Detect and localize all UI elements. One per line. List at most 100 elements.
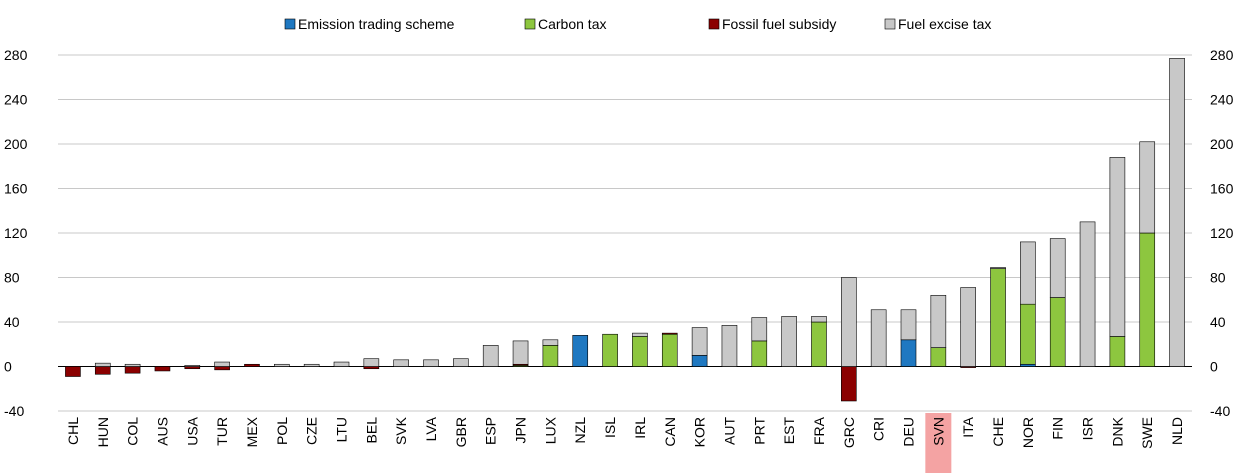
bar-tur-fuel-excise-tax	[214, 361, 230, 367]
legend: Emission trading scheme Carbon tax Fossil …	[284, 16, 991, 32]
legend-swatch-carbon-tax	[524, 18, 536, 30]
category-label-svk: SVK	[393, 416, 409, 445]
bar-prt-carbon-tax	[751, 340, 768, 367]
bar-lux-carbon-tax	[542, 345, 559, 367]
highlight-box-svn	[925, 413, 952, 473]
bar-fra-carbon-tax	[811, 321, 827, 367]
y-tick-label-left: 40	[4, 314, 20, 330]
category-label-nld: NLD	[1169, 417, 1185, 445]
y-tick-label-right: 200	[1210, 136, 1234, 152]
category-label-cze: CZE	[304, 417, 320, 445]
legend-label-carbon-tax: Carbon tax	[538, 16, 606, 32]
category-label-nzl: NZL	[572, 417, 588, 444]
bar-swe-carbon-tax	[1139, 232, 1156, 367]
bar-esp-fuel-excise-tax	[482, 345, 499, 367]
bar-cri-fuel-excise-tax	[870, 309, 887, 367]
category-highlight	[925, 413, 952, 473]
bar-est-fuel-excise-tax	[781, 316, 797, 367]
category-label-usa: USA	[184, 416, 200, 445]
category-label-ita: ITA	[960, 416, 976, 437]
bar-kor-fuel-excise-tax	[691, 327, 708, 356]
category-label-ltu: LTU	[334, 417, 350, 442]
bar-usa-fossil-fuel-subsidy	[184, 366, 201, 370]
category-label-mex: MEX	[244, 416, 260, 447]
y-tick-label-right: 80	[1210, 270, 1226, 286]
y-tick-label-right: 240	[1210, 92, 1234, 108]
bar-bel-fossil-fuel-subsidy	[363, 366, 380, 370]
legend-swatch-fuel-excise-tax	[884, 18, 896, 30]
category-label-nor: NOR	[1020, 417, 1036, 448]
y-tick-label-left: 280	[4, 47, 28, 63]
category-label-lva: LVA	[423, 416, 439, 441]
bar-isl-carbon-tax	[602, 333, 618, 367]
bar-hun-fuel-excise-tax	[94, 362, 111, 367]
bar-svk-fuel-excise-tax	[393, 359, 409, 367]
y-tick-label-right: 280	[1210, 47, 1234, 63]
category-label-fra: FRA	[811, 416, 827, 445]
legend-swatch-fossil-fuel-subsidy	[708, 18, 720, 30]
category-label-esp: ESP	[483, 417, 499, 445]
category-label-bel: BEL	[363, 417, 379, 444]
bar-ltu-fuel-excise-tax	[333, 361, 350, 367]
bar-tur-fossil-fuel-subsidy	[214, 366, 230, 371]
bar-ita-fuel-excise-tax	[960, 287, 976, 367]
y-tick-label-left: 200	[4, 136, 28, 152]
category-label-jpn: JPN	[513, 417, 529, 443]
bar-grc-fossil-fuel-subsidy	[841, 366, 857, 402]
right-y-axis: -40 0 40 80 120 160 200 240 280	[1210, 47, 1234, 419]
bar-fin-carbon-tax	[1049, 297, 1066, 367]
category-label-kor: KOR	[692, 417, 708, 447]
category-label-tur: TUR	[214, 417, 230, 446]
bar-fra-fuel-excise-tax	[811, 316, 827, 323]
category-label-chl: CHL	[65, 417, 81, 445]
bar-svn-fuel-excise-tax	[930, 294, 947, 348]
bar-swe-fuel-excise-tax	[1139, 141, 1156, 234]
legend-label-fossil-fuel-subsidy: Fossil fuel subsidy	[722, 16, 836, 32]
y-tick-label-left: 0	[4, 359, 12, 375]
bar-kor-emission-trading-scheme	[691, 355, 708, 367]
bar-pol-fuel-excise-tax	[274, 363, 290, 367]
y-tick-label-left: 120	[4, 225, 28, 241]
bar-col-fuel-excise-tax	[124, 363, 141, 367]
y-tick-label-right: 120	[1210, 225, 1234, 241]
bar-lva-fuel-excise-tax	[423, 359, 439, 367]
legend-label-emission-trading-scheme: Emission trading scheme	[298, 16, 455, 32]
bar-usa-fuel-excise-tax	[184, 365, 201, 367]
legend-label-fuel-excise-tax: Fuel excise tax	[898, 16, 991, 32]
bar-prt-fuel-excise-tax	[751, 317, 768, 342]
category-label-grc: GRC	[841, 417, 857, 448]
bar-fin-fuel-excise-tax	[1049, 238, 1066, 298]
category-label-cri: CRI	[871, 417, 887, 441]
category-label-che: CHE	[990, 417, 1006, 447]
bar-che-carbon-tax	[990, 268, 1006, 367]
y-tick-label-right: 40	[1210, 314, 1226, 330]
category-label-lux: LUX	[542, 416, 558, 444]
bar-mex-fossil-fuel-subsidy	[244, 363, 260, 367]
category-label-gbr: GBR	[453, 417, 469, 447]
category-label-aus: AUS	[154, 417, 170, 446]
bar-cze-fuel-excise-tax	[303, 363, 320, 367]
category-label-prt: PRT	[751, 417, 767, 445]
bar-gbr-fuel-excise-tax	[453, 358, 469, 367]
category-label-irl: IRL	[632, 417, 648, 439]
bar-can-fossil-fuel-subsidy	[661, 332, 678, 335]
bar-bel-fuel-excise-tax	[363, 358, 380, 367]
category-label-can: CAN	[662, 417, 678, 447]
bar-svn-carbon-tax	[930, 347, 947, 367]
legend-swatch-emission-trading-scheme	[284, 18, 296, 30]
category-label-svn: SVN	[930, 417, 946, 446]
category-label-col: COL	[125, 417, 141, 446]
bar-col-fossil-fuel-subsidy	[124, 366, 141, 374]
category-label-deu: DEU	[901, 417, 917, 447]
y-tick-label-right: -40	[1210, 403, 1230, 419]
bar-nor-fuel-excise-tax	[1020, 241, 1036, 305]
y-tick-label-right: 160	[1210, 181, 1234, 197]
bar-irl-fuel-excise-tax	[632, 332, 648, 337]
y-tick-label-left: -40	[4, 403, 24, 419]
bar-aut-fuel-excise-tax	[721, 325, 738, 367]
category-label-hun: HUN	[95, 417, 111, 447]
category-label-aut: AUT	[721, 417, 737, 445]
y-tick-label-left: 160	[4, 181, 28, 197]
category-label-fin: FIN	[1050, 417, 1066, 440]
